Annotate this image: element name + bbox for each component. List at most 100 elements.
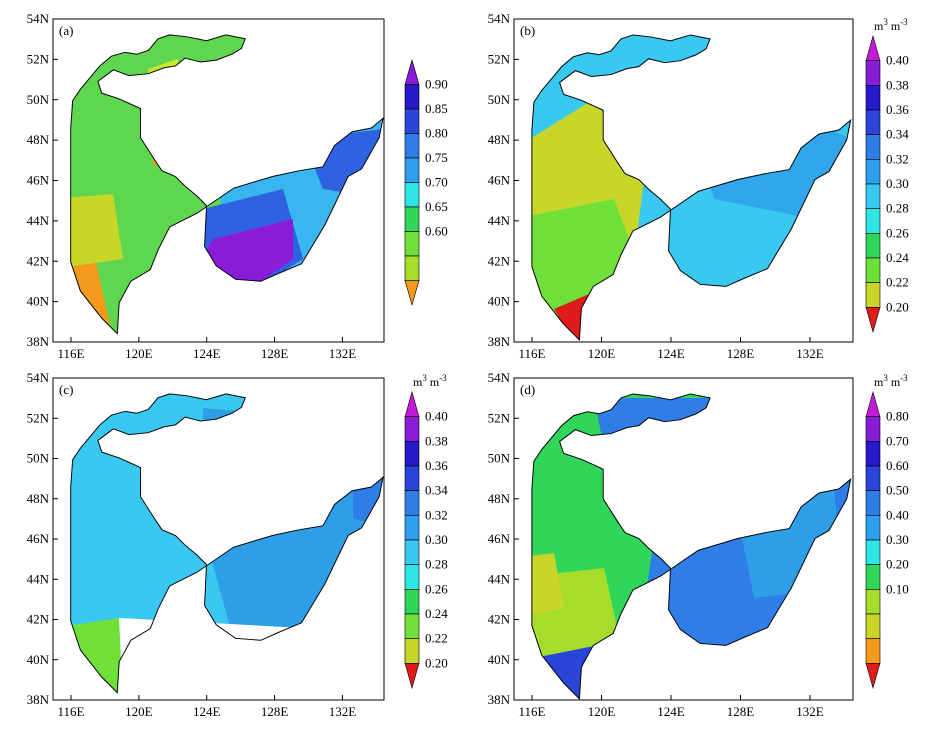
colorbars: 0.90 0.85 0.80 0.75 0.70 0.65 0.60 0.40 0.38 0.36… xyxy=(404,17,909,690)
colorbar-segment xyxy=(404,589,420,615)
colorbar-label: 0.20 xyxy=(886,299,909,314)
colorbar-cap-bottom xyxy=(865,663,881,690)
colorbar-c: 0.40 0.38 0.36 0.34 0.32 0.30 0.28 0.26 0.24 0.22… xyxy=(404,373,448,690)
lat-tick-label: 40N xyxy=(488,652,511,667)
colorbar-segment xyxy=(404,564,420,590)
colorbar-label: 0.28 xyxy=(886,201,909,216)
colorbar-label: 0.20 xyxy=(425,655,448,670)
colorbar-segment xyxy=(404,490,420,516)
lon-tick-label: 120E xyxy=(125,704,153,719)
panel-a: (a) xyxy=(52,18,385,343)
colorbar-label: 0.30 xyxy=(425,532,448,547)
colorbar-label: 0.24 xyxy=(425,606,448,621)
lat-tick-label: 44N xyxy=(488,571,511,586)
panel-label: (c) xyxy=(59,382,73,397)
lon-tick-label: 132E xyxy=(796,704,824,719)
lat-tick-label: 46N xyxy=(27,531,50,546)
colorbar-label: 0.36 xyxy=(886,102,909,117)
lon-tick-label: 132E xyxy=(329,346,357,361)
colorbar-segment xyxy=(865,465,881,491)
colorbar-label: 0.75 xyxy=(425,150,448,165)
lat-tick-label: 38N xyxy=(488,334,511,349)
colorbar-label: 0.20 xyxy=(886,557,909,572)
lat-tick-label: 44N xyxy=(488,213,511,228)
colorbar-segment xyxy=(865,589,881,615)
colorbar-segment xyxy=(865,208,881,234)
colorbar-label: 0.60 xyxy=(886,458,909,473)
colorbar-cap-bottom xyxy=(865,307,881,334)
panel-label: (b) xyxy=(520,23,535,38)
colorbar-segment xyxy=(865,85,881,111)
colorbar-label: 0.10 xyxy=(886,581,909,596)
colorbar-label: 0.34 xyxy=(425,483,448,498)
colorbar-label: 0.38 xyxy=(425,433,448,448)
lat-tick-label: 50N xyxy=(27,92,50,107)
lat-tick-label: 48N xyxy=(488,491,511,506)
colorbar-segment xyxy=(865,515,881,541)
lon-tick-label: 132E xyxy=(796,346,824,361)
colorbar-label: 0.26 xyxy=(425,581,448,596)
colorbar-cap-top xyxy=(865,390,881,417)
lat-tick-label: 52N xyxy=(27,410,50,425)
lat-tick-label: 50N xyxy=(488,451,511,466)
lon-tick-label: 120E xyxy=(588,346,616,361)
colorbar-label: 0.90 xyxy=(425,77,448,92)
colorbar-segment xyxy=(404,539,420,565)
lat-tick-label: 50N xyxy=(27,451,50,466)
colorbar-label: 0.32 xyxy=(886,151,909,166)
lat-tick-label: 40N xyxy=(27,294,50,309)
lat-tick-label: 38N xyxy=(27,692,50,707)
colorbar-label: 0.26 xyxy=(886,225,909,240)
colorbar-a: 0.90 0.85 0.80 0.75 0.70 0.65 0.60 xyxy=(404,58,448,307)
panel-label: (d) xyxy=(520,382,535,397)
colorbar-segment xyxy=(404,638,420,664)
colorbar-segment xyxy=(865,60,881,86)
colorbar-segment xyxy=(404,441,420,467)
lat-tick-label: 54N xyxy=(27,370,50,385)
lat-tick-label: 46N xyxy=(488,531,511,546)
lon-tick-label: 124E xyxy=(657,346,685,361)
colorbar-label: 0.40 xyxy=(425,409,448,424)
colorbar-segment xyxy=(865,134,881,160)
colorbar-label: 0.60 xyxy=(425,224,448,239)
colorbar-label: 0.80 xyxy=(886,409,909,424)
lat-tick-label: 42N xyxy=(27,253,50,268)
colorbar-label: 0.80 xyxy=(425,126,448,141)
lon-tick-label: 116E xyxy=(519,704,546,719)
lat-tick-label: 42N xyxy=(488,253,511,268)
lat-tick-label: 54N xyxy=(488,370,511,385)
colorbar-cap-bottom xyxy=(404,280,420,307)
lat-tick-label: 42N xyxy=(27,612,50,627)
colorbar-label: 0.30 xyxy=(886,532,909,547)
colorbar-segment xyxy=(404,613,420,639)
colorbar-b: 0.40 0.38 0.36 0.34 0.32 0.30 0.28 0.26 0.24 0.22… xyxy=(865,17,909,334)
colorbar-unit: m3 m-3 xyxy=(874,17,908,33)
colorbar-segment xyxy=(865,257,881,283)
colorbar-unit: m3 m-3 xyxy=(874,373,908,389)
colorbar-label: 0.85 xyxy=(425,101,448,116)
panel-d: (d) xyxy=(513,377,854,701)
colorbar-label: 0.40 xyxy=(886,53,909,68)
colorbar-segment xyxy=(865,564,881,590)
colorbar-segment xyxy=(404,108,420,134)
colorbar-segment xyxy=(404,182,420,208)
colorbar-segment xyxy=(404,84,420,110)
panel-c: (c) xyxy=(52,377,385,701)
lat-tick-label: 42N xyxy=(488,612,511,627)
colorbar-label: 0.40 xyxy=(886,507,909,522)
colorbar-segment xyxy=(865,109,881,135)
colorbar-label: 0.30 xyxy=(886,176,909,191)
lat-tick-label: 48N xyxy=(27,491,50,506)
colorbar-label: 0.32 xyxy=(425,507,448,522)
colorbar-cap-top xyxy=(404,58,420,85)
lat-tick-label: 44N xyxy=(27,213,50,228)
lon-tick-label: 116E xyxy=(519,346,546,361)
colorbar-segment xyxy=(404,157,420,183)
colorbar-cap-top xyxy=(404,390,420,417)
lat-tick-label: 54N xyxy=(27,11,50,26)
colorbar-segment xyxy=(404,515,420,541)
colorbar-label: 0.70 xyxy=(886,433,909,448)
lat-tick-label: 48N xyxy=(488,132,511,147)
lon-tick-label: 124E xyxy=(193,704,221,719)
